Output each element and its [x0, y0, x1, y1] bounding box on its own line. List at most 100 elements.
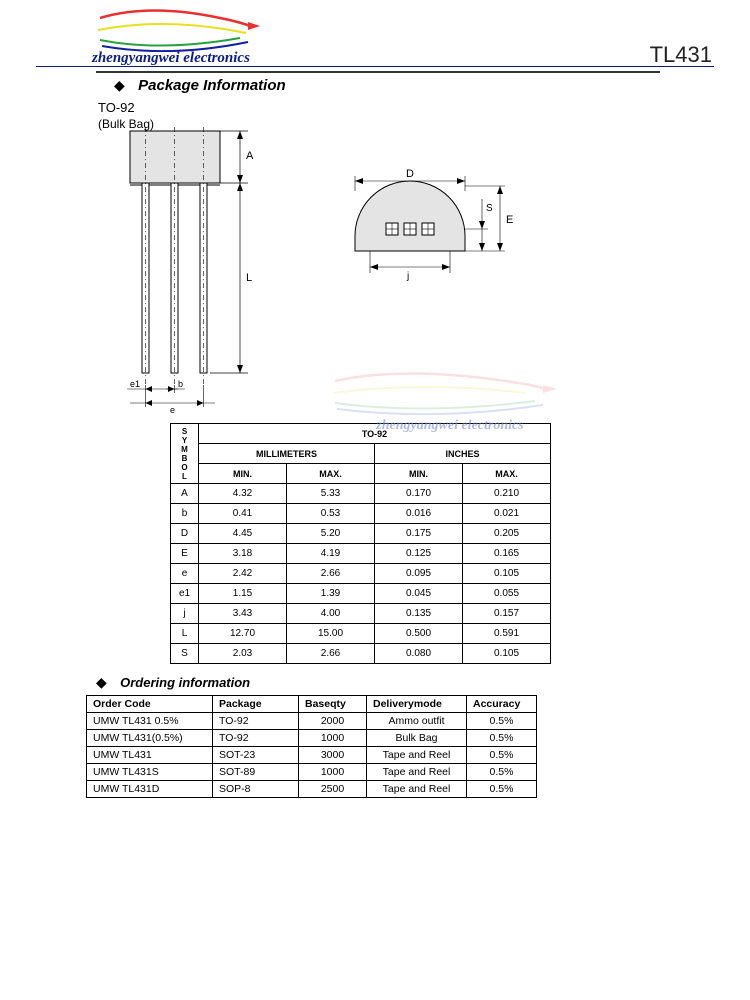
logo-swirl-icon [90, 8, 280, 52]
table-cell: 1.39 [287, 584, 375, 604]
package-info-section: ◆ Package Information TO-92 (Bulk Bag) A [114, 77, 750, 421]
table-cell: j [171, 604, 199, 624]
dim-label-e1: e1 [130, 379, 140, 389]
dim-mm-min: MIN. [199, 464, 287, 484]
section-title-ordering: Ordering information [120, 675, 250, 690]
table-cell: 0.5% [467, 730, 537, 747]
table-cell: 2.03 [199, 644, 287, 664]
diamond-icon: ◆ [114, 77, 125, 94]
table-row: A4.325.330.1700.210 [171, 484, 551, 504]
table-cell: TO-92 [213, 713, 299, 730]
table-cell: 0.016 [375, 504, 463, 524]
part-number: TL431 [650, 42, 712, 68]
dim-table-in: INCHES [375, 444, 551, 464]
dimension-table: SYMBOL TO-92 MILLIMETERS INCHES MIN. MAX… [170, 423, 551, 664]
table-row: b0.410.530.0160.021 [171, 504, 551, 524]
table-row: E3.184.190.1250.165 [171, 544, 551, 564]
table-cell: 0.5% [467, 781, 537, 798]
table-cell: 2.66 [287, 564, 375, 584]
table-cell: 2.66 [287, 644, 375, 664]
table-row: UMW TL431SOT-233000Tape and Reel0.5% [87, 747, 537, 764]
table-cell: e [171, 564, 199, 584]
table-cell: 2000 [299, 713, 367, 730]
table-cell: 1000 [299, 730, 367, 747]
table-cell: e1 [171, 584, 199, 604]
table-cell: b [171, 504, 199, 524]
package-top-view-icon: D E S j [310, 151, 540, 301]
table-cell: 2.42 [199, 564, 287, 584]
table-cell: 3000 [299, 747, 367, 764]
table-cell: 0.157 [463, 604, 551, 624]
table-cell: 4.19 [287, 544, 375, 564]
table-cell: 0.175 [375, 524, 463, 544]
ord-h2: Package [213, 696, 299, 713]
table-cell: Tape and Reel [367, 781, 467, 798]
table-row: L12.7015.000.5000.591 [171, 624, 551, 644]
dim-table-symbol-header: SYMBOL [171, 424, 199, 484]
table-cell: 1000 [299, 764, 367, 781]
table-cell: 0.165 [463, 544, 551, 564]
table-cell: 4.32 [199, 484, 287, 504]
ord-h4: Deliverymode [367, 696, 467, 713]
package-name: TO-92 [98, 100, 750, 115]
dim-table-mm: MILLIMETERS [199, 444, 375, 464]
dim-label-e: e [170, 405, 175, 413]
table-row: e11.151.390.0450.055 [171, 584, 551, 604]
table-cell: UMW TL431D [87, 781, 213, 798]
table-cell: TO-92 [213, 730, 299, 747]
dim-in-min: MIN. [375, 464, 463, 484]
dim-label-S: S [486, 203, 493, 214]
table-cell: Tape and Reel [367, 764, 467, 781]
table-cell: 0.080 [375, 644, 463, 664]
table-row: j3.434.000.1350.157 [171, 604, 551, 624]
table-cell: 12.70 [199, 624, 287, 644]
table-cell: 0.500 [375, 624, 463, 644]
table-cell: 0.045 [375, 584, 463, 604]
table-cell: 0.135 [375, 604, 463, 624]
table-cell: A [171, 484, 199, 504]
table-cell: 0.53 [287, 504, 375, 524]
table-cell: 0.105 [463, 564, 551, 584]
dim-label-j: j [406, 271, 409, 282]
table-cell: E [171, 544, 199, 564]
table-cell: S [171, 644, 199, 664]
table-cell: 0.170 [375, 484, 463, 504]
table-cell: 0.41 [199, 504, 287, 524]
dim-label-A: A [246, 150, 254, 162]
table-cell: D [171, 524, 199, 544]
ord-h3: Baseqty [299, 696, 367, 713]
header-rule-black [96, 71, 660, 73]
table-cell: 0.095 [375, 564, 463, 584]
ord-h1: Order Code [87, 696, 213, 713]
table-cell: SOP-8 [213, 781, 299, 798]
dim-label-b: b [178, 379, 183, 389]
table-cell: 0.5% [467, 764, 537, 781]
dim-mm-max: MAX. [287, 464, 375, 484]
ord-h5: Accuracy [467, 696, 537, 713]
table-cell: UMW TL431 0.5% [87, 713, 213, 730]
brand-text: zhengyangwei electronics [92, 50, 250, 67]
table-cell: 5.33 [287, 484, 375, 504]
table-cell: UMW TL431S [87, 764, 213, 781]
table-row: UMW TL431(0.5%)TO-921000Bulk Bag0.5% [87, 730, 537, 747]
table-cell: 0.5% [467, 747, 537, 764]
package-diagram: A L e1 b e [100, 131, 750, 421]
header: zhengyangwei electronics TL431 [0, 8, 750, 66]
table-row: UMW TL431 0.5%TO-922000Ammo outfit0.5% [87, 713, 537, 730]
table-cell: 0.055 [463, 584, 551, 604]
table-cell: 3.43 [199, 604, 287, 624]
dim-label-D: D [406, 168, 414, 180]
table-cell: SOT-89 [213, 764, 299, 781]
table-row: UMW TL431DSOP-82500Tape and Reel0.5% [87, 781, 537, 798]
table-cell: Ammo outfit [367, 713, 467, 730]
table-cell: Tape and Reel [367, 747, 467, 764]
section-title-package: Package Information [138, 77, 286, 94]
table-cell: UMW TL431 [87, 747, 213, 764]
dim-label-E: E [506, 214, 513, 226]
dim-label-L: L [246, 272, 252, 284]
table-cell: SOT-23 [213, 747, 299, 764]
table-cell: 3.18 [199, 544, 287, 564]
table-cell: 1.15 [199, 584, 287, 604]
dim-table-top: TO-92 [199, 424, 551, 444]
package-front-view-icon: A L e1 b e [100, 123, 280, 413]
